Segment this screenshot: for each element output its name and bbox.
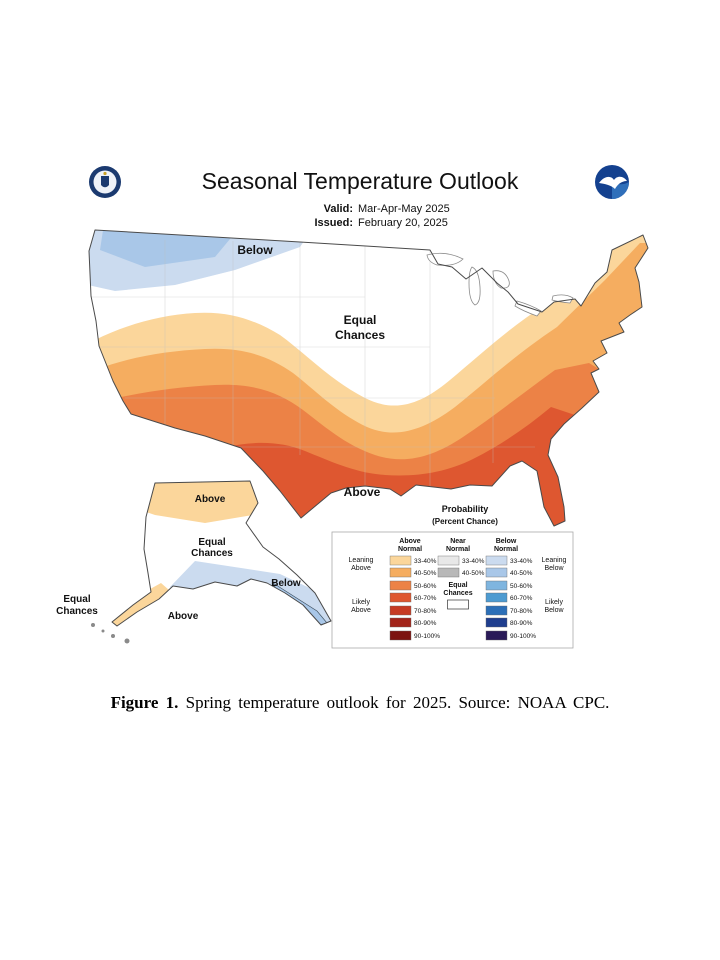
legend-title: Probability xyxy=(442,504,489,514)
legend-swatch xyxy=(485,580,508,591)
legend-swatch xyxy=(389,580,412,591)
legend-swatch xyxy=(389,630,412,641)
noaa-logo xyxy=(595,165,629,199)
probability-legend: Probability (Percent Chance) Above Norma… xyxy=(331,504,574,649)
legend-range: 70-80% xyxy=(414,608,437,615)
legend-leaning-below-2: Below xyxy=(544,565,564,572)
legend-range: 80-90% xyxy=(414,620,437,627)
legend-below-column: 33-40% 40-50% 50-60% 60-70% 70-80% 80-90… xyxy=(485,555,536,641)
legend-swatch xyxy=(485,617,508,628)
legend-col-near-2: Normal xyxy=(446,546,470,553)
figure-header: Seasonal Temperature Outlook Valid: Mar-… xyxy=(89,165,629,229)
legend-col-above-1: Above xyxy=(399,538,421,545)
legend-range: 40-50% xyxy=(510,570,533,577)
caption-label: Figure 1. xyxy=(110,693,179,712)
caption-text: Spring temperature outlook for 2025. Sou… xyxy=(185,693,610,712)
seal-eagle-icon xyxy=(103,171,107,176)
noaa-gull-icon xyxy=(599,176,627,189)
legend-range: 60-70% xyxy=(510,595,533,602)
legend-range: 40-50% xyxy=(414,570,437,577)
ak-label-above: Above xyxy=(195,494,226,505)
legend-range: 33-40% xyxy=(510,558,533,565)
legend-leaning-above-1: Leaning xyxy=(349,557,374,564)
legend-likely-above-1: Likely xyxy=(352,599,370,606)
legend-range: 33-40% xyxy=(414,558,437,565)
legend-swatch xyxy=(389,555,412,566)
legend-equal-1: Equal xyxy=(448,582,467,589)
lake-ontario xyxy=(551,294,574,304)
legend-equal-2: Chances xyxy=(443,590,472,597)
legend-swatch xyxy=(437,567,460,578)
legend-above-column: 33-40% 40-50% 50-60% 60-70% 70-80% 80-90… xyxy=(389,555,440,641)
legend-box xyxy=(331,531,574,649)
legend-swatch xyxy=(485,567,508,578)
lake-superior xyxy=(426,252,464,266)
commerce-seal-logo xyxy=(89,166,121,198)
legend-near-column: 33-40% 40-50% Equal Chances xyxy=(437,555,485,610)
legend-leaning-below-1: Leaning xyxy=(542,557,567,564)
legend-swatch xyxy=(389,605,412,616)
legend-range: 80-90% xyxy=(510,620,533,627)
legend-swatch xyxy=(389,617,412,628)
legend-leaning-above-2: Above xyxy=(351,565,371,572)
figure-title: Seasonal Temperature Outlook xyxy=(202,168,519,194)
legend-swatch xyxy=(389,567,412,578)
temperature-outlook-figure: Seasonal Temperature Outlook Valid: Mar-… xyxy=(56,165,649,649)
legend-swatch xyxy=(437,555,460,566)
valid-value: Mar-Apr-May 2025 xyxy=(358,203,450,215)
legend-swatch xyxy=(485,630,508,641)
below-region-inner xyxy=(100,230,235,267)
issued-label: Issued: xyxy=(314,217,353,229)
legend-swatch xyxy=(389,592,412,603)
state-borders xyxy=(89,240,535,488)
label-equal-2: Chances xyxy=(335,328,385,342)
figure-caption: Figure 1. Spring temperature outlook for… xyxy=(0,693,720,713)
label-equal-1: Equal xyxy=(344,313,377,327)
label-above: Above xyxy=(344,485,381,499)
legend-col-below-2: Normal xyxy=(494,546,518,553)
legend-range: 50-60% xyxy=(510,583,533,590)
legend-col-near-1: Near xyxy=(450,538,466,545)
ak-below-region xyxy=(170,561,331,626)
legend-equal-swatch xyxy=(447,599,469,610)
legend-range: 33-40% xyxy=(462,558,485,565)
legend-range: 60-70% xyxy=(414,595,437,602)
legend-range: 40-50% xyxy=(462,570,485,577)
legend-likely-below-2: Below xyxy=(544,607,564,614)
legend-likely-above-2: Above xyxy=(351,607,371,614)
legend-swatch xyxy=(485,592,508,603)
ak-label-equal-2: Chances xyxy=(191,548,233,559)
alaska-map: Above Equal Chances Below Above xyxy=(111,480,332,627)
legend-col-below-1: Below xyxy=(496,538,517,545)
legend-swatch xyxy=(485,605,508,616)
legend-range: 70-80% xyxy=(510,608,533,615)
legend-col-above-2: Normal xyxy=(398,546,422,553)
above-band-60-70 xyxy=(185,407,625,526)
legend-swatch xyxy=(485,555,508,566)
label-below: Below xyxy=(237,243,273,257)
legend-range: 50-60% xyxy=(414,583,437,590)
hi-label-equal-1: Equal xyxy=(63,594,90,605)
hawaii-map: Equal Chances xyxy=(56,594,130,644)
legend-range: 90-100% xyxy=(414,633,440,640)
legend-range: 90-100% xyxy=(510,633,536,640)
ak-label-aleutians-above: Above xyxy=(168,611,199,622)
ak-aleutians-above-region xyxy=(112,583,177,626)
seal-shield-icon xyxy=(101,176,109,188)
legend-likely-below-1: Likely xyxy=(545,599,563,606)
hi-label-equal-2: Chances xyxy=(56,606,98,617)
great-lakes xyxy=(426,252,574,317)
hawaii-islands xyxy=(91,623,130,644)
valid-label: Valid: xyxy=(324,203,353,215)
ak-label-below: Below xyxy=(271,578,301,589)
legend-subtitle: (Percent Chance) xyxy=(432,517,498,526)
ak-label-equal-1: Equal xyxy=(198,537,225,548)
issued-value: February 20, 2025 xyxy=(358,217,448,229)
